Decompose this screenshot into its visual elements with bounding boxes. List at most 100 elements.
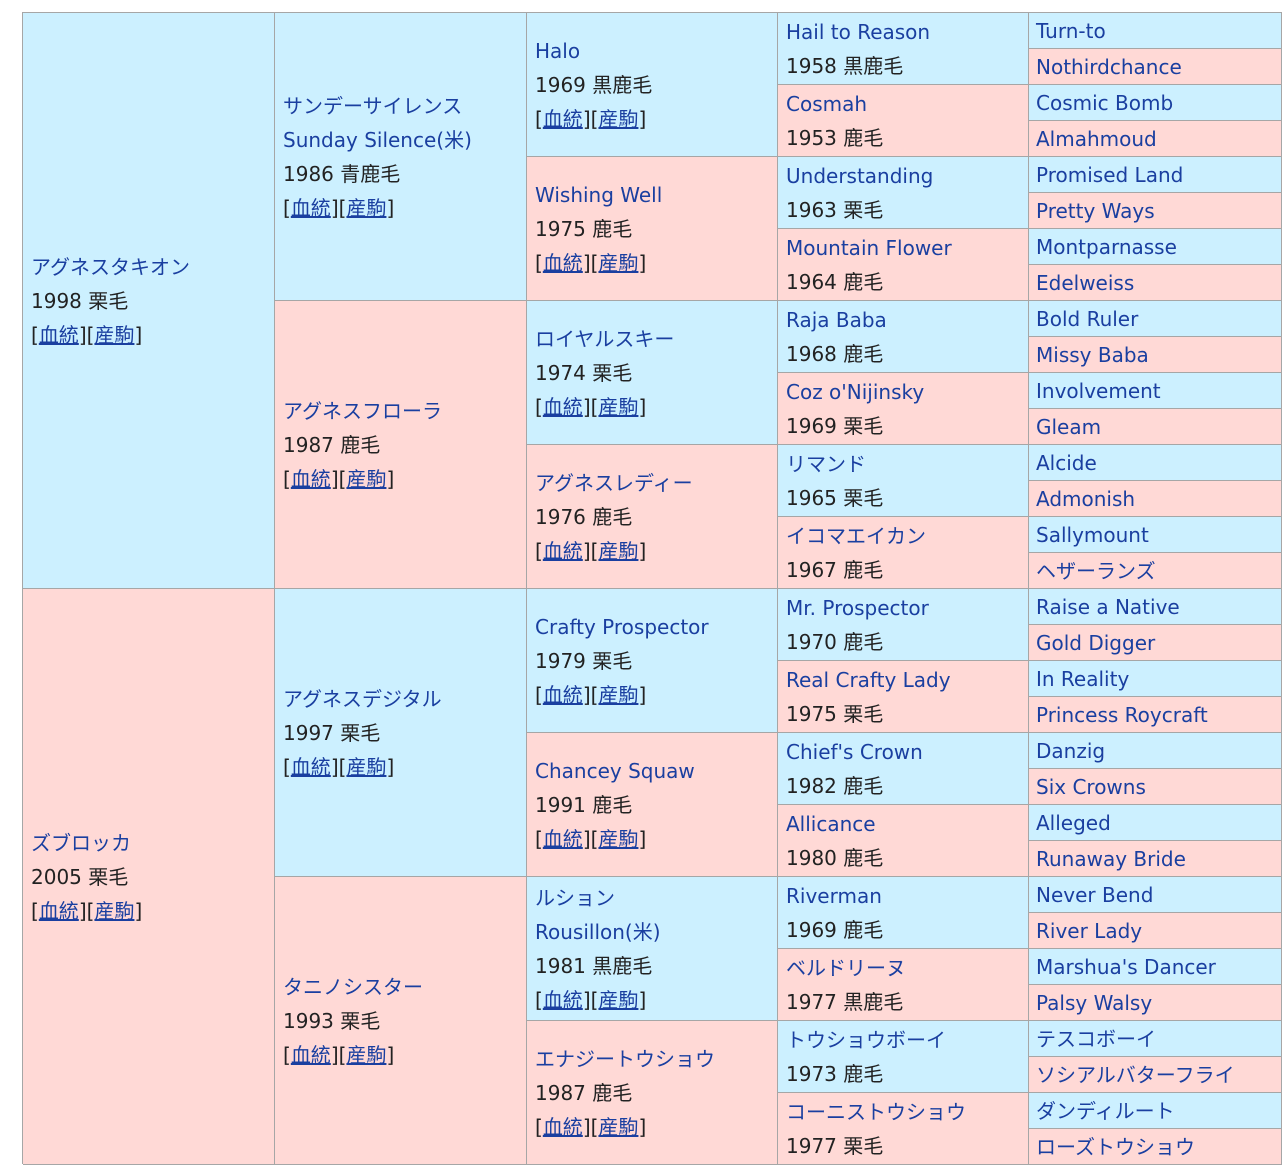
pedigree-cell: Alcide <box>1029 445 1282 481</box>
progeny-link[interactable]: 産駒 <box>346 195 387 220</box>
horse-name-link[interactable]: Crafty Prospector <box>535 614 709 639</box>
horse-name-link[interactable]: Wishing Well <box>535 182 663 207</box>
progeny-link[interactable]: 産駒 <box>346 466 387 491</box>
horse-name-link[interactable]: Princess Roycraft <box>1036 702 1208 727</box>
horse-name-link[interactable]: Allicance <box>786 811 876 836</box>
progeny-link[interactable]: 産駒 <box>598 106 639 131</box>
horse-name-link[interactable]: Six Crowns <box>1036 774 1146 799</box>
pedigree-link[interactable]: 血統 <box>38 898 79 923</box>
horse-name-link[interactable]: Danzig <box>1036 738 1106 763</box>
horse-name-link[interactable]: Chief's Crown <box>786 739 923 764</box>
horse-name-link[interactable]: Admonish <box>1036 486 1136 511</box>
pedigree-link[interactable]: 血統 <box>542 106 583 131</box>
progeny-link[interactable]: 産駒 <box>598 826 639 851</box>
horse-name-link[interactable]: Cosmah <box>786 91 868 116</box>
horse-name-link[interactable]: Turn-to <box>1036 18 1106 43</box>
progeny-link[interactable]: 産駒 <box>598 250 639 275</box>
horse-links: [血統][産駒] <box>31 894 274 928</box>
horse-name-link[interactable]: Runaway Bride <box>1036 846 1186 871</box>
horse-name-link[interactable]: Raja Baba <box>786 307 887 332</box>
horse-links: [血統][産駒] <box>283 1038 526 1072</box>
horse-name-link[interactable]: ヘザーランズ <box>1036 558 1156 583</box>
horse-name-link[interactable]: イコマエイカン <box>786 523 926 548</box>
horse-name-link[interactable]: アグネスデジタル <box>283 686 442 711</box>
pedigree-link[interactable]: 血統 <box>542 250 583 275</box>
horse-name-link[interactable]: Hail to Reason <box>786 19 931 44</box>
pedigree-link[interactable]: 血統 <box>290 754 331 779</box>
horse-name-link[interactable]: Real Crafty Lady <box>786 667 951 692</box>
horse-name-link[interactable]: Sallymount <box>1036 522 1149 547</box>
horse-name-link[interactable]: ルション <box>535 885 615 910</box>
horse-name-link[interactable]: エナジートウショウ <box>535 1046 715 1071</box>
horse-name-link[interactable]: Palsy Walsy <box>1036 990 1153 1015</box>
pedigree-link[interactable]: 血統 <box>290 466 331 491</box>
horse-alt-name-link[interactable]: Rousillon(米) <box>535 919 661 944</box>
horse-name-link[interactable]: Chancey Squaw <box>535 758 695 783</box>
horse-name-link[interactable]: アグネスフローラ <box>283 398 442 423</box>
horse-name-link[interactable]: Almahmoud <box>1036 126 1157 151</box>
horse-name-link[interactable]: Mr. Prospector <box>786 595 929 620</box>
horse-name-link[interactable]: Raise a Native <box>1036 594 1180 619</box>
horse-name-link[interactable]: Riverman <box>786 883 882 908</box>
progeny-link[interactable]: 産駒 <box>346 754 387 779</box>
horse-name-link[interactable]: In Reality <box>1036 666 1130 691</box>
progeny-link[interactable]: 産駒 <box>94 898 135 923</box>
horse-name-link[interactable]: River Lady <box>1036 918 1143 943</box>
horse-name-link[interactable]: Bold Ruler <box>1036 306 1139 331</box>
progeny-link[interactable]: 産駒 <box>598 987 639 1012</box>
horse-name-link[interactable]: テスコボーイ <box>1036 1026 1156 1051</box>
progeny-link[interactable]: 産駒 <box>598 1114 639 1139</box>
pedigree-link[interactable]: 血統 <box>542 1114 583 1139</box>
horse-alt-name-link[interactable]: Sunday Silence(米) <box>283 127 472 152</box>
pedigree-link[interactable]: 血統 <box>542 538 583 563</box>
horse-name-link[interactable]: Pretty Ways <box>1036 198 1155 223</box>
horse-name-link[interactable]: リマンド <box>786 451 866 476</box>
horse-name-link[interactable]: Missy Baba <box>1036 342 1149 367</box>
progeny-link[interactable]: 産駒 <box>598 538 639 563</box>
horse-name-link[interactable]: ローズトウショウ <box>1036 1134 1195 1159</box>
pedigree-cell: Wishing Well 1975 鹿毛 [血統][産駒] <box>527 157 778 301</box>
horse-name-link[interactable]: Nothirdchance <box>1036 54 1182 79</box>
progeny-link[interactable]: 産駒 <box>346 1042 387 1067</box>
horse-name-link[interactable]: Alcide <box>1036 450 1097 475</box>
horse-name-link[interactable]: Gleam <box>1036 414 1102 439</box>
horse-name-link[interactable]: Montparnasse <box>1036 234 1177 259</box>
horse-name-line: Palsy Walsy <box>1036 986 1281 1020</box>
horse-name-link[interactable]: Cosmic Bomb <box>1036 90 1174 115</box>
horse-name-link[interactable]: コーニストウショウ <box>786 1099 966 1124</box>
horse-name-link[interactable]: ズブロッカ <box>31 830 131 855</box>
horse-name-link[interactable]: アグネスタキオン <box>31 254 190 279</box>
pedigree-link[interactable]: 血統 <box>542 987 583 1012</box>
pedigree-link[interactable]: 血統 <box>542 826 583 851</box>
pedigree-cell: エナジートウショウ 1987 鹿毛 [血統][産駒] <box>527 1021 778 1165</box>
horse-name-link[interactable]: アグネスレディー <box>535 470 693 495</box>
horse-name-link[interactable]: Mountain Flower <box>786 235 952 260</box>
progeny-link[interactable]: 産駒 <box>94 322 135 347</box>
horse-name-link[interactable]: タニノシスター <box>283 974 423 999</box>
horse-name-link[interactable]: Edelweiss <box>1036 270 1135 295</box>
horse-name-link[interactable]: ロイヤルスキー <box>535 326 675 351</box>
horse-name-link[interactable]: Gold Digger <box>1036 630 1156 655</box>
horse-name-link[interactable]: Marshua's Dancer <box>1036 954 1216 979</box>
progeny-link[interactable]: 産駒 <box>598 394 639 419</box>
progeny-link[interactable]: 産駒 <box>598 682 639 707</box>
horse-name-link[interactable]: Coz o'Nijinsky <box>786 379 925 404</box>
pedigree-link[interactable]: 血統 <box>542 394 583 419</box>
pedigree-link[interactable]: 血統 <box>290 195 331 220</box>
horse-name-link[interactable]: Halo <box>535 38 581 63</box>
horse-name-link[interactable]: Involvement <box>1036 378 1161 403</box>
pedigree-link[interactable]: 血統 <box>38 322 79 347</box>
horse-name-link[interactable]: ソシアルバターフライ <box>1036 1062 1235 1087</box>
horse-name-link[interactable]: トウショウボーイ <box>786 1027 946 1052</box>
horse-name-link[interactable]: Promised Land <box>1036 162 1184 187</box>
horse-name-link[interactable]: ベルドリーヌ <box>786 955 906 980</box>
horse-name-link[interactable]: Alleged <box>1036 810 1111 835</box>
pedigree-link[interactable]: 血統 <box>542 682 583 707</box>
horse-name-link[interactable]: Understanding <box>786 163 934 188</box>
horse-name-link[interactable]: ダンディルート <box>1036 1098 1175 1123</box>
bracket-close: ] <box>638 987 647 1012</box>
horse-name-link[interactable]: Never Bend <box>1036 882 1154 907</box>
pedigree-link[interactable]: 血統 <box>290 1042 331 1067</box>
horse-name-link[interactable]: サンデーサイレンス <box>283 93 463 118</box>
horse-name-line: アグネスタキオン <box>31 250 274 284</box>
